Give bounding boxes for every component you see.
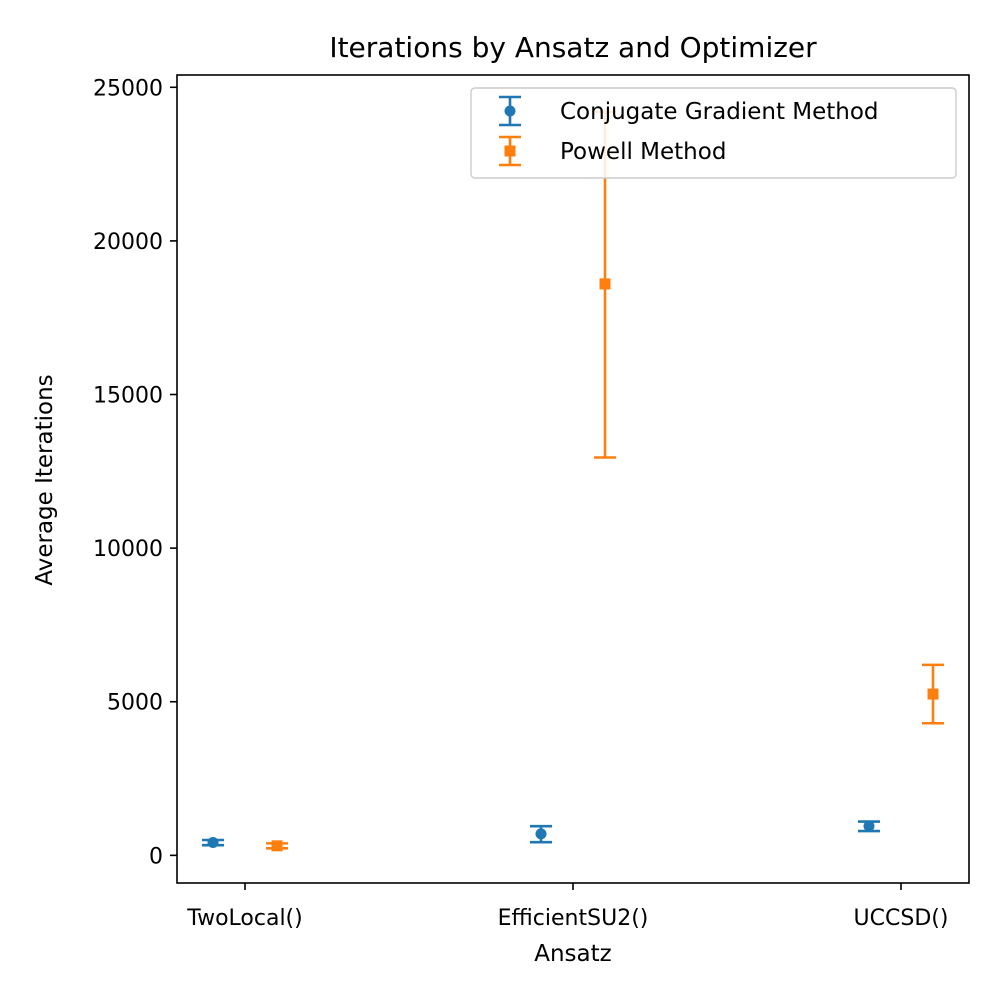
plot-frame	[176, 74, 970, 884]
legend: Conjugate Gradient Method Powell Method	[470, 87, 957, 179]
legend-entry: Conjugate Gradient Method	[499, 95, 879, 127]
y-tick-label: 20000	[93, 230, 163, 255]
y-tick-label: 10000	[93, 537, 163, 562]
errorbar-point	[922, 663, 944, 725]
x-tick-label: TwoLocal()	[186, 906, 302, 931]
y-tick-label: 15000	[93, 384, 163, 409]
axis-ticks: 0 5000 10000 15000 20000 25000 TwoLocal() Effic…	[93, 76, 948, 931]
legend-label: Conjugate Gradient Method	[560, 99, 879, 125]
legend-marker	[504, 145, 516, 157]
x-axis-label: Ansatz	[534, 941, 611, 967]
data-marks	[202, 110, 944, 852]
data-point-marker	[535, 828, 547, 840]
data-point-marker	[207, 836, 219, 848]
legend-box	[470, 87, 957, 179]
errorbar-point	[266, 840, 288, 852]
x-tick-label: EfficientSU2()	[498, 906, 649, 931]
legend-marker	[504, 105, 516, 117]
y-tick-label: 25000	[93, 76, 163, 101]
legend-label: Powell Method	[560, 139, 726, 165]
errorbar-point	[858, 820, 880, 833]
x-tick-label: UCCSD()	[854, 906, 949, 931]
legend-entry: Powell Method	[499, 135, 726, 167]
y-tick-label: 5000	[107, 691, 163, 716]
data-point-marker	[599, 278, 611, 290]
errorbar-point	[530, 824, 552, 844]
data-point-marker	[927, 688, 939, 700]
data-point-marker	[271, 840, 283, 852]
chart-title: Iterations by Ansatz and Optimizer	[329, 31, 817, 64]
y-axis-label: Average Iterations	[32, 374, 58, 585]
data-point-marker	[863, 820, 875, 832]
errorbar-point	[202, 836, 224, 848]
y-tick-label: 0	[149, 844, 163, 869]
